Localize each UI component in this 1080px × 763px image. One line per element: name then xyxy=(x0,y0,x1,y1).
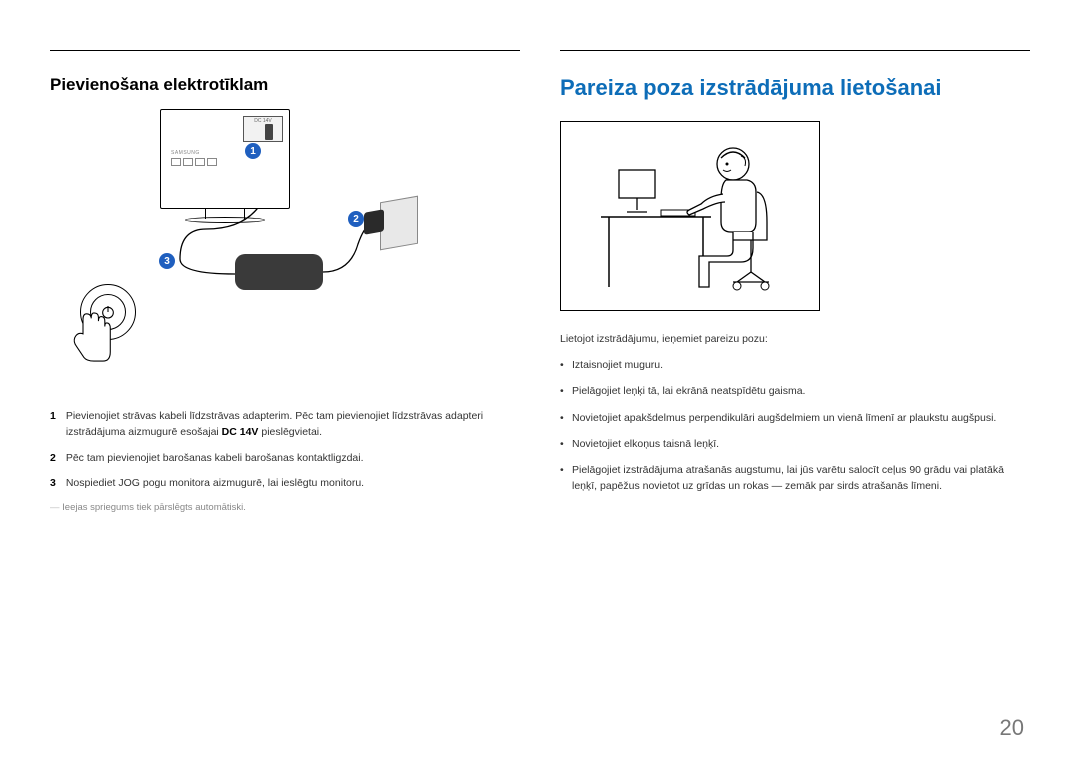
dc-plug-icon xyxy=(265,124,273,140)
connection-steps-list: 1 Pievienojiet strāvas kabeli līdzstrāva… xyxy=(50,409,520,492)
step-num: 2 xyxy=(50,451,56,467)
posture-bullets: Iztaisnojiet muguru. Pielāgojiet leņķi t… xyxy=(560,357,1030,495)
step-item-1: 1 Pievienojiet strāvas kabeli līdzstrāva… xyxy=(50,409,520,441)
step-bubble-3: 3 xyxy=(159,253,175,269)
bullet-item: Novietojiet elkoņus taisnā leņķī. xyxy=(560,436,1030,452)
step-bubble-2: 2 xyxy=(348,211,364,227)
step-item-3: 3 Nospiediet JOG pogu monitora aizmugurē… xyxy=(50,476,520,492)
divider-top-right xyxy=(560,50,1030,51)
dc-port-panel: DC 14V xyxy=(243,116,283,142)
step-num: 1 xyxy=(50,409,56,441)
rear-ports-row xyxy=(171,158,241,168)
bullet-item: Novietojiet apakšdelmus perpendikulāri a… xyxy=(560,410,1030,426)
step-text: Pēc tam pievienojiet barošanas kabeli ba… xyxy=(66,451,364,467)
posture-intro: Lietojot izstrādājumu, ieņemiet pareizu … xyxy=(560,333,1030,345)
posture-illustration xyxy=(560,121,820,311)
step-num: 3 xyxy=(50,476,56,492)
power-connection-diagram: DC 14V SAMSUNG xyxy=(50,109,520,389)
section-title-connect: Pievienošana elektrotīklam xyxy=(50,75,520,95)
brand-label: SAMSUNG xyxy=(171,150,200,156)
step-text: Nospiediet JOG pogu monitora aizmugurē, … xyxy=(66,476,364,492)
monitor-back-illustration: DC 14V SAMSUNG xyxy=(160,109,290,209)
posture-svg xyxy=(561,122,821,312)
step-text: Pievienojiet strāvas kabeli līdzstrāvas … xyxy=(66,409,520,441)
power-adapter-icon xyxy=(235,254,323,290)
step-item-2: 2 Pēc tam pievienojiet barošanas kabeli … xyxy=(50,451,520,467)
bullet-item: Pielāgojiet leņķi tā, lai ekrānā neatspī… xyxy=(560,383,1030,399)
main-title-posture: Pareiza poza izstrādājuma lietošanai xyxy=(560,75,1030,101)
wall-outlet-icon xyxy=(380,199,418,247)
right-column: Pareiza poza izstrādājuma lietošanai xyxy=(560,50,1030,513)
page-number: 20 xyxy=(1000,715,1024,741)
divider-top-left xyxy=(50,50,520,51)
step-bubble-1: 1 xyxy=(245,143,261,159)
left-column: Pievienošana elektrotīklam DC 14V SAMSUN… xyxy=(50,50,520,513)
bullet-item: Pielāgojiet izstrādājuma atrašanās augst… xyxy=(560,462,1030,495)
footnote: Ieejas spriegums tiek pārslēgts automāti… xyxy=(50,502,520,513)
bullet-item: Iztaisnojiet muguru. xyxy=(560,357,1030,373)
hand-icon xyxy=(70,312,116,362)
power-button-illustration xyxy=(80,284,136,340)
